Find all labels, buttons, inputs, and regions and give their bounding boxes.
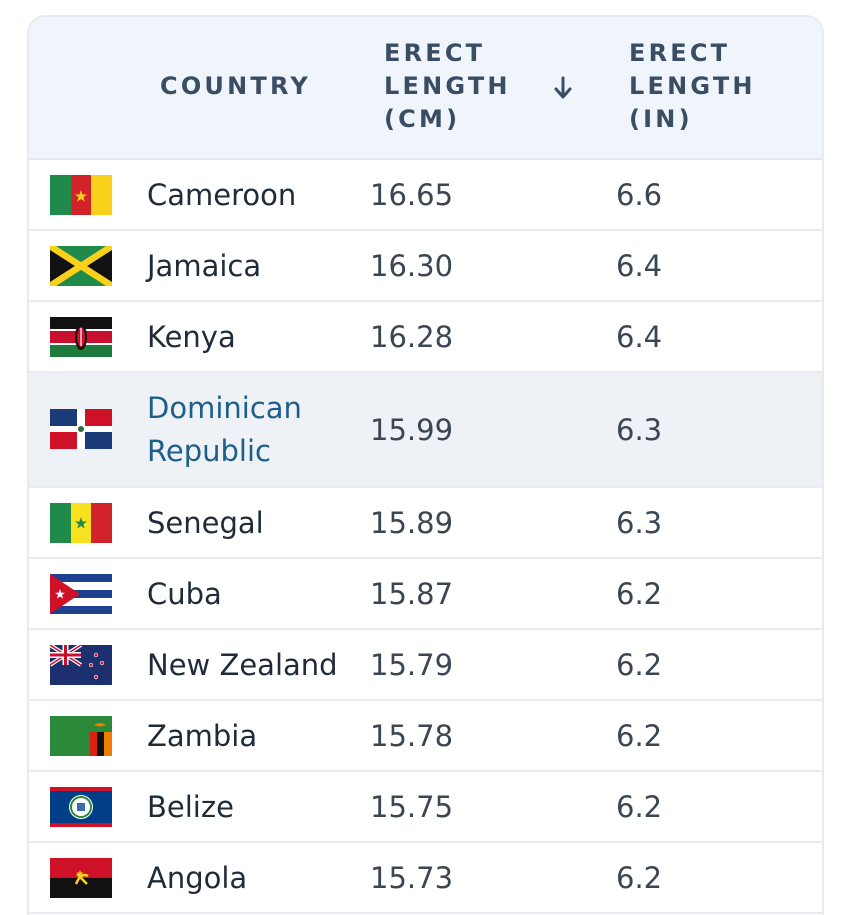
table-header: COUNTRY ERECT LENGTH (CM) ERECT LENGTH (… <box>29 17 822 160</box>
table-row: Dominican Republic 15.99 6.3 <box>29 373 822 488</box>
length-in-value: 6.4 <box>616 320 663 354</box>
table-row: Cuba 15.87 6.2 <box>29 559 822 630</box>
length-cm-value: 15.79 <box>370 648 454 682</box>
table-row: Senegal 15.89 6.3 <box>29 488 822 559</box>
cameroon-flag-icon <box>50 175 112 215</box>
country-name: Cameroon <box>147 178 297 212</box>
length-cm-value: 16.28 <box>370 320 454 354</box>
belize-flag-icon <box>50 787 112 827</box>
country-name: Angola <box>147 861 248 895</box>
table-row: Zambia 15.78 6.2 <box>29 701 822 772</box>
country-name: Senegal <box>147 506 264 540</box>
senegal-flag-icon <box>50 503 112 543</box>
length-in-value: 6.3 <box>616 413 663 447</box>
new-zealand-flag-icon <box>50 645 112 685</box>
table-row: Jamaica 16.30 6.4 <box>29 231 822 302</box>
length-cm-value: 16.30 <box>370 249 454 283</box>
length-cm-value: 15.73 <box>370 861 454 895</box>
column-header-length-cm[interactable]: ERECT LENGTH (CM) <box>384 39 511 133</box>
table-row: Kenya 16.28 6.4 <box>29 302 822 373</box>
length-in-value: 6.2 <box>616 719 663 753</box>
dominican-republic-flag-icon <box>50 409 112 449</box>
length-in-value: 6.4 <box>616 249 663 283</box>
length-in-value: 6.2 <box>616 861 663 895</box>
arrow-down-icon[interactable] <box>553 75 573 101</box>
length-in-value: 6.3 <box>616 506 663 540</box>
country-name: Jamaica <box>147 249 262 283</box>
length-cm-value: 16.65 <box>370 178 454 212</box>
length-cm-value: 15.75 <box>370 790 454 824</box>
column-header-country[interactable]: COUNTRY <box>160 72 311 100</box>
kenya-flag-icon <box>50 317 112 357</box>
table-row: Belize 15.75 6.2 <box>29 772 822 843</box>
country-name: New Zealand <box>147 648 338 682</box>
table-row: Cameroon 16.65 6.6 <box>29 160 822 231</box>
length-cm-value: 15.99 <box>370 413 454 447</box>
country-name: Zambia <box>147 719 258 753</box>
country-name: Kenya <box>147 320 236 354</box>
length-in-value: 6.2 <box>616 577 663 611</box>
table-row: New Zealand 15.79 6.2 <box>29 630 822 701</box>
country-name: Cuba <box>147 577 222 611</box>
length-in-value: 6.2 <box>616 790 663 824</box>
jamaica-flag-icon <box>50 246 112 286</box>
length-in-value: 6.2 <box>616 648 663 682</box>
length-cm-value: 15.78 <box>370 719 454 753</box>
zambia-flag-icon <box>50 716 112 756</box>
country-name: Belize <box>147 790 234 824</box>
cuba-flag-icon <box>50 574 112 614</box>
table-row: Angola 15.73 6.2 <box>29 843 822 914</box>
country-table: COUNTRY ERECT LENGTH (CM) ERECT LENGTH (… <box>27 15 824 915</box>
country-link[interactable]: Dominican Republic <box>147 391 302 468</box>
length-cm-value: 15.89 <box>370 506 454 540</box>
column-header-length-in[interactable]: ERECT LENGTH (IN) <box>629 39 756 133</box>
angola-flag-icon <box>50 858 112 898</box>
length-in-value: 6.6 <box>616 178 663 212</box>
length-cm-value: 15.87 <box>370 577 454 611</box>
